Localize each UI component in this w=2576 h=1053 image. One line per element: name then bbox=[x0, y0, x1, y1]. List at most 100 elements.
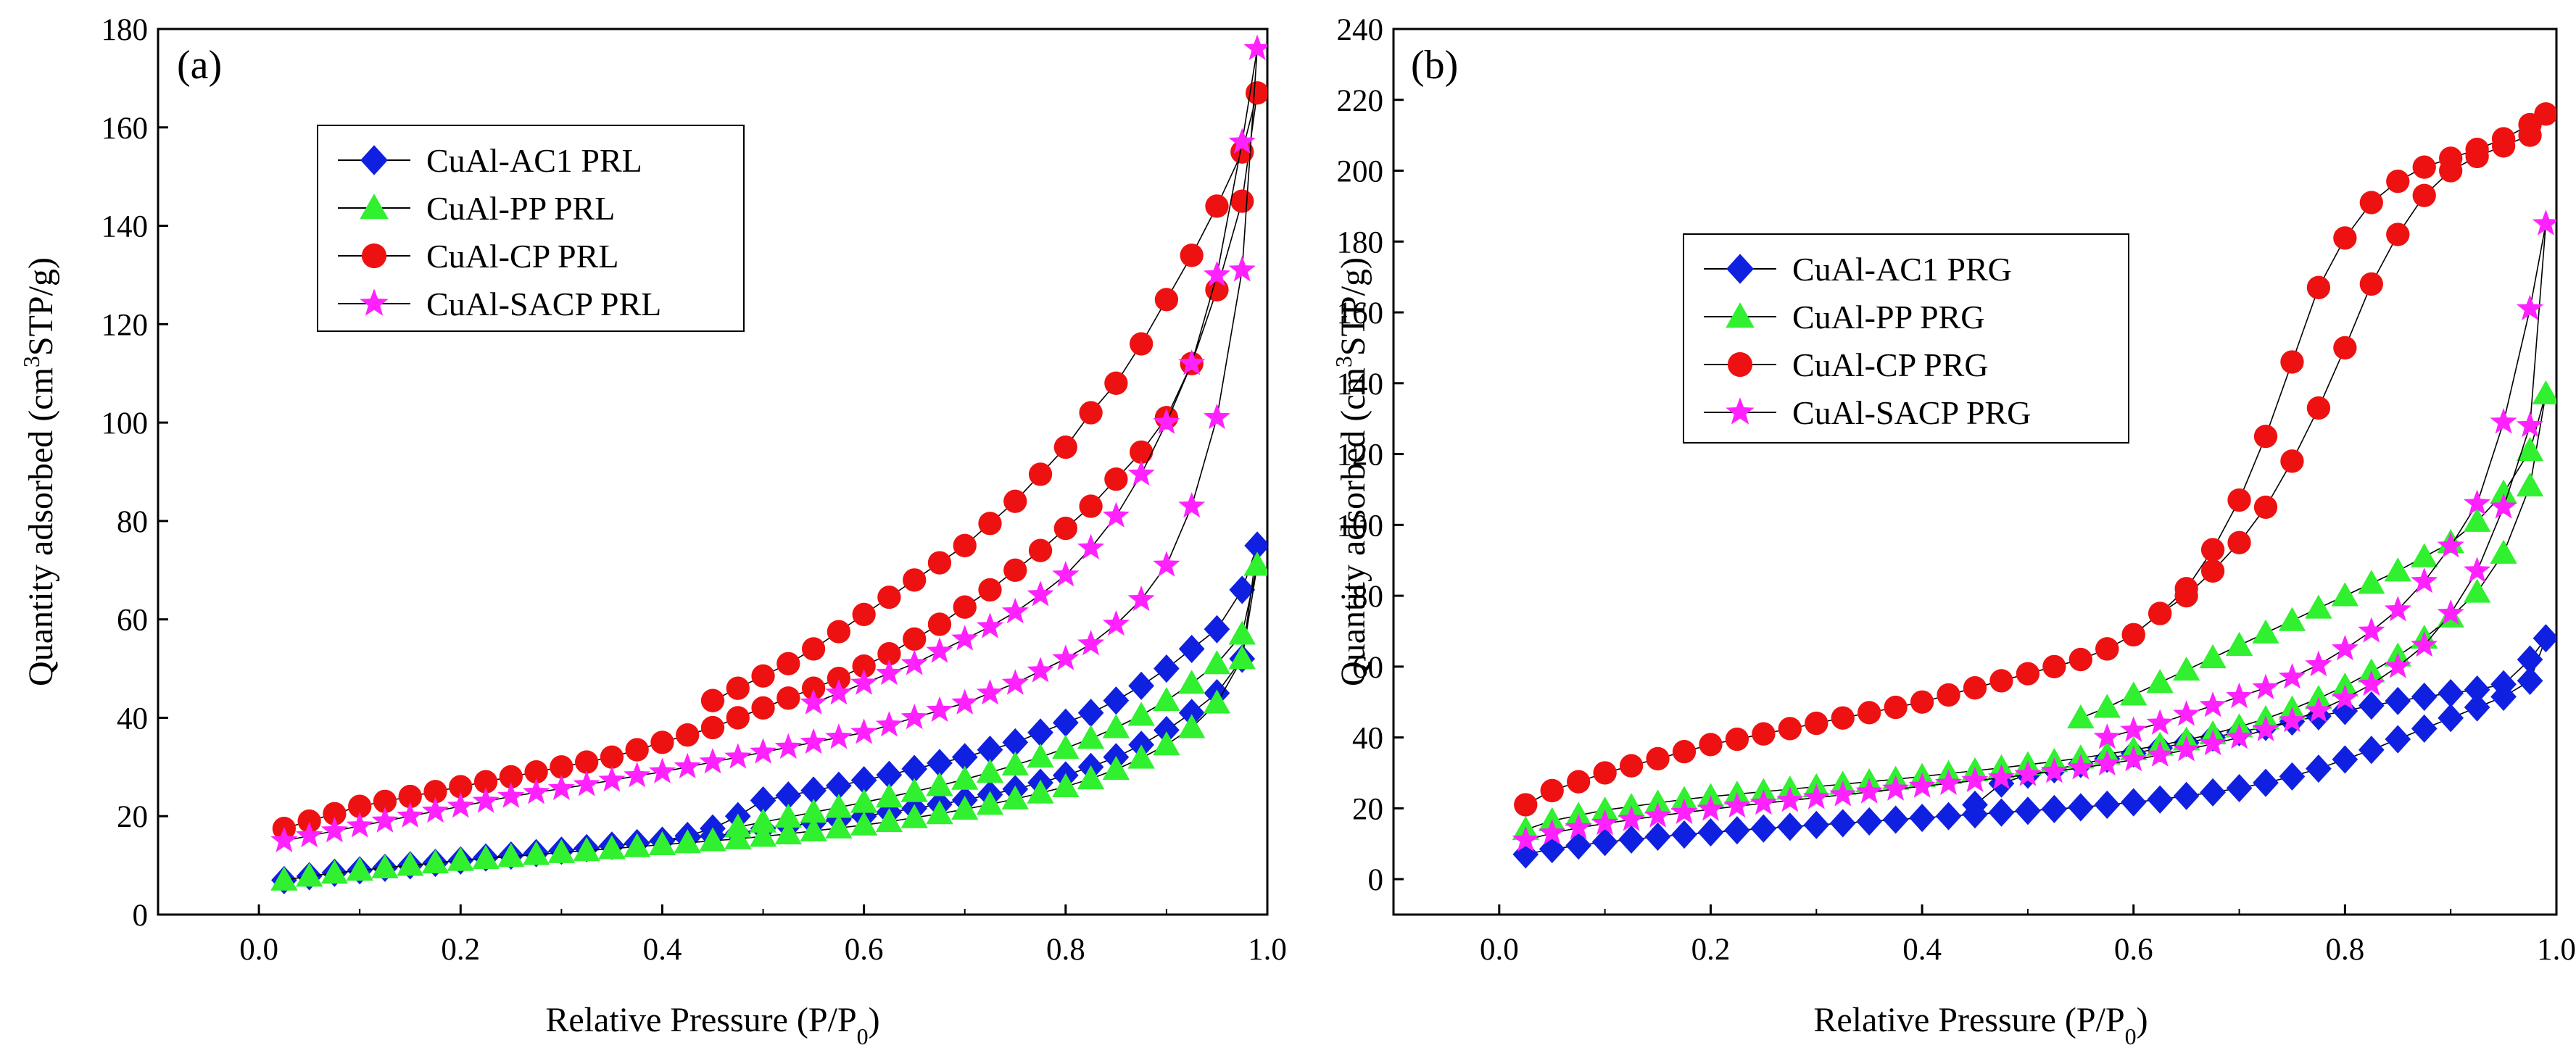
data-point bbox=[827, 666, 851, 691]
data-point bbox=[2386, 222, 2410, 246]
data-point bbox=[2173, 700, 2200, 726]
legend-label: CuAl-SACP PRL bbox=[426, 286, 661, 322]
data-point bbox=[2359, 191, 2383, 215]
data-point bbox=[1910, 690, 1934, 714]
data-point bbox=[875, 711, 903, 737]
data-point bbox=[1052, 773, 1080, 797]
data-point bbox=[371, 854, 399, 878]
data-point bbox=[2253, 495, 2278, 520]
data-point bbox=[2067, 793, 2094, 822]
series-group-b bbox=[1512, 102, 2556, 869]
data-point bbox=[648, 831, 676, 856]
data-point bbox=[2252, 715, 2279, 741]
data-point bbox=[2490, 539, 2517, 564]
data-point bbox=[1079, 494, 1103, 518]
y-tick-label: 100 bbox=[102, 407, 149, 441]
data-point bbox=[2173, 781, 2200, 810]
data-point bbox=[1646, 746, 1670, 771]
series-line bbox=[1525, 394, 2547, 831]
data-point bbox=[801, 676, 826, 700]
data-point bbox=[1593, 761, 1617, 785]
data-point bbox=[1003, 489, 1027, 513]
data-point bbox=[2015, 796, 2041, 825]
data-point bbox=[2464, 557, 2491, 583]
data-point bbox=[2305, 696, 2332, 723]
legend-marker bbox=[360, 288, 389, 316]
data-point bbox=[903, 568, 927, 592]
data-point bbox=[900, 804, 928, 828]
data-point bbox=[2093, 749, 2121, 776]
data-point bbox=[1102, 756, 1130, 781]
data-point bbox=[1512, 825, 1539, 852]
data-point bbox=[2278, 707, 2306, 733]
data-point bbox=[877, 585, 901, 609]
x-tick-label: 0.6 bbox=[2114, 933, 2153, 967]
data-point bbox=[1591, 796, 1619, 821]
series-circle-b bbox=[1514, 102, 2556, 817]
chart-panel-a: 0 20 40 60 80 100 120 140 160 180 0.0 0.2 0.4 0.6 0.8… bbox=[18, 13, 1287, 1049]
data-point bbox=[951, 796, 979, 820]
y-axis-ticks-b: 0 20 40 60 80 100 120 140 160 180 200 220 240 bbox=[1337, 13, 1404, 897]
data-point bbox=[724, 813, 752, 838]
data-point bbox=[825, 723, 853, 749]
data-point bbox=[623, 833, 651, 857]
data-point bbox=[1127, 459, 1155, 486]
data-point bbox=[976, 791, 1004, 815]
data-point bbox=[2411, 714, 2438, 743]
data-point bbox=[270, 866, 298, 891]
legend-b: CuAl-AC1 PRG CuAl-PP PRG CuAl-CP PRG CuAl-S… bbox=[1683, 233, 2129, 444]
y-tick-label: 200 bbox=[1337, 155, 1384, 189]
data-point bbox=[1699, 733, 1723, 757]
data-point bbox=[850, 766, 877, 795]
data-point bbox=[724, 743, 752, 769]
data-point bbox=[926, 696, 953, 723]
data-point bbox=[2278, 663, 2306, 689]
data-point bbox=[1129, 440, 1154, 464]
data-point bbox=[774, 803, 803, 828]
data-point bbox=[2173, 736, 2200, 762]
data-point bbox=[876, 760, 903, 789]
data-point bbox=[2491, 127, 2516, 151]
data-point bbox=[976, 679, 1004, 705]
data-point bbox=[1001, 669, 1029, 695]
data-point bbox=[2358, 617, 2385, 643]
data-point bbox=[447, 792, 474, 818]
data-point bbox=[1963, 676, 1987, 700]
data-point bbox=[1001, 751, 1029, 776]
data-point bbox=[573, 770, 600, 796]
data-point bbox=[2252, 619, 2279, 644]
data-point bbox=[875, 783, 903, 808]
y-tick-label: 80 bbox=[117, 505, 148, 539]
data-point bbox=[2120, 716, 2148, 742]
x-tick-label: 0.8 bbox=[2325, 933, 2364, 967]
series-circle-a bbox=[272, 81, 1267, 841]
data-point bbox=[1052, 708, 1079, 737]
data-point bbox=[2358, 570, 2385, 594]
legend-label: CuAl-CP PRL bbox=[426, 238, 618, 275]
data-point bbox=[674, 829, 701, 854]
legend-label: CuAl-SACP PRG bbox=[1792, 394, 2031, 431]
legend-marker bbox=[360, 145, 388, 175]
data-point bbox=[826, 771, 852, 800]
data-point bbox=[625, 738, 649, 762]
data-point bbox=[497, 782, 525, 808]
data-point bbox=[2148, 602, 2172, 625]
data-point bbox=[800, 728, 827, 754]
data-point bbox=[875, 659, 903, 686]
data-point bbox=[1154, 654, 1180, 683]
series-triangle-a bbox=[270, 552, 1267, 891]
data-point bbox=[2358, 691, 2385, 720]
data-point bbox=[800, 688, 827, 715]
data-point bbox=[2532, 209, 2556, 236]
y-axis-ticks-a: 0 20 40 60 80 100 120 140 160 180 bbox=[102, 13, 168, 933]
data-point bbox=[2253, 424, 2278, 449]
data-point bbox=[1538, 819, 1566, 845]
data-point bbox=[1077, 765, 1105, 790]
y-tick-label: 20 bbox=[117, 800, 148, 834]
data-point bbox=[296, 821, 323, 848]
data-point bbox=[573, 837, 600, 862]
data-point bbox=[926, 637, 953, 663]
data-point bbox=[398, 784, 422, 809]
data-point bbox=[600, 745, 624, 769]
data-point bbox=[2384, 596, 2411, 622]
